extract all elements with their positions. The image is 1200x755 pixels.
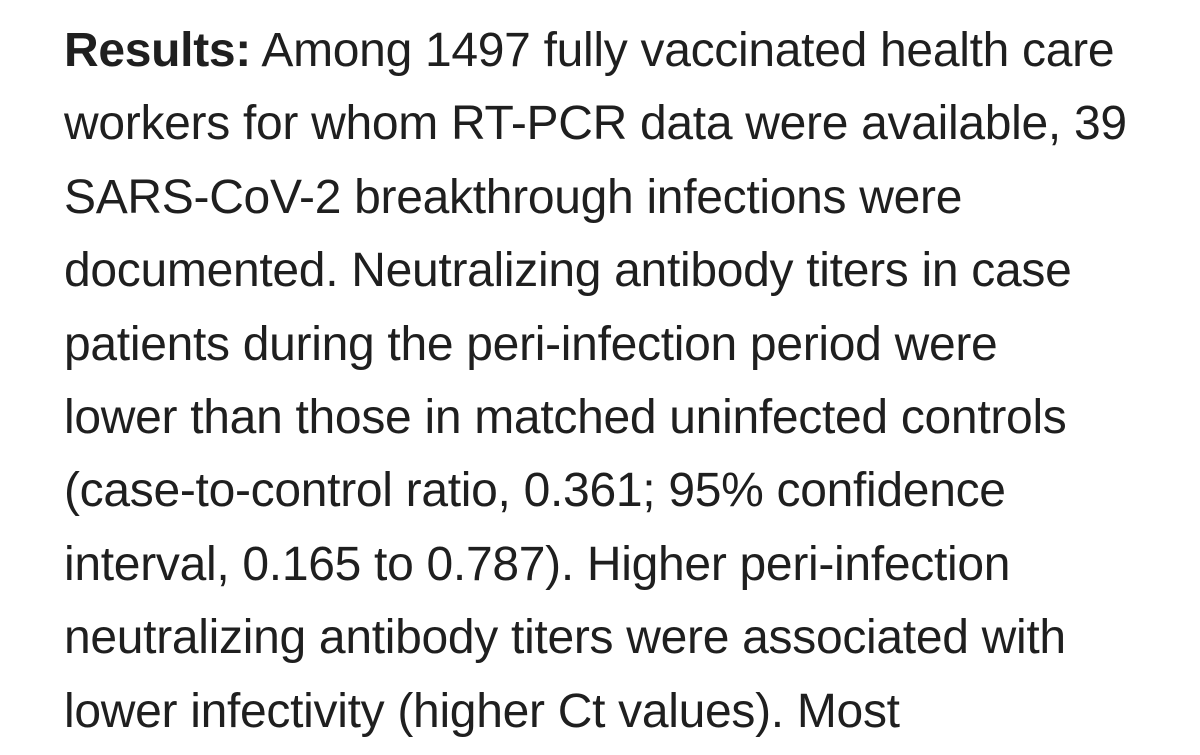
text-line: workers for whom RT-PCR data were availa… [64, 97, 1127, 151]
text-line: documented. Neutralizing antibody titers… [64, 244, 1072, 298]
results-paragraph: Results: Among 1497 fully vaccinated hea… [64, 14, 1184, 748]
text-line: (case-to-control ratio, 0.361; 95% confi… [64, 464, 1006, 518]
results-label: Results: [64, 24, 251, 77]
text-line: interval, 0.165 to 0.787). Higher peri-i… [64, 537, 1011, 591]
text-line: Results: Among 1497 fully vaccinated hea… [64, 14, 1184, 87]
text-line: neutralizing antibody titers were associ… [64, 611, 1066, 665]
text-line: SARS-CoV-2 breakthrough infections were [64, 170, 963, 224]
text-line-content: Among 1497 fully vaccinated health care [261, 24, 1115, 77]
text-line: lower than those in matched uninfected c… [64, 391, 1067, 445]
text-line: patients during the peri-infection perio… [64, 317, 998, 371]
text-line: lower infectivity (higher Ct values). Mo… [64, 684, 900, 738]
